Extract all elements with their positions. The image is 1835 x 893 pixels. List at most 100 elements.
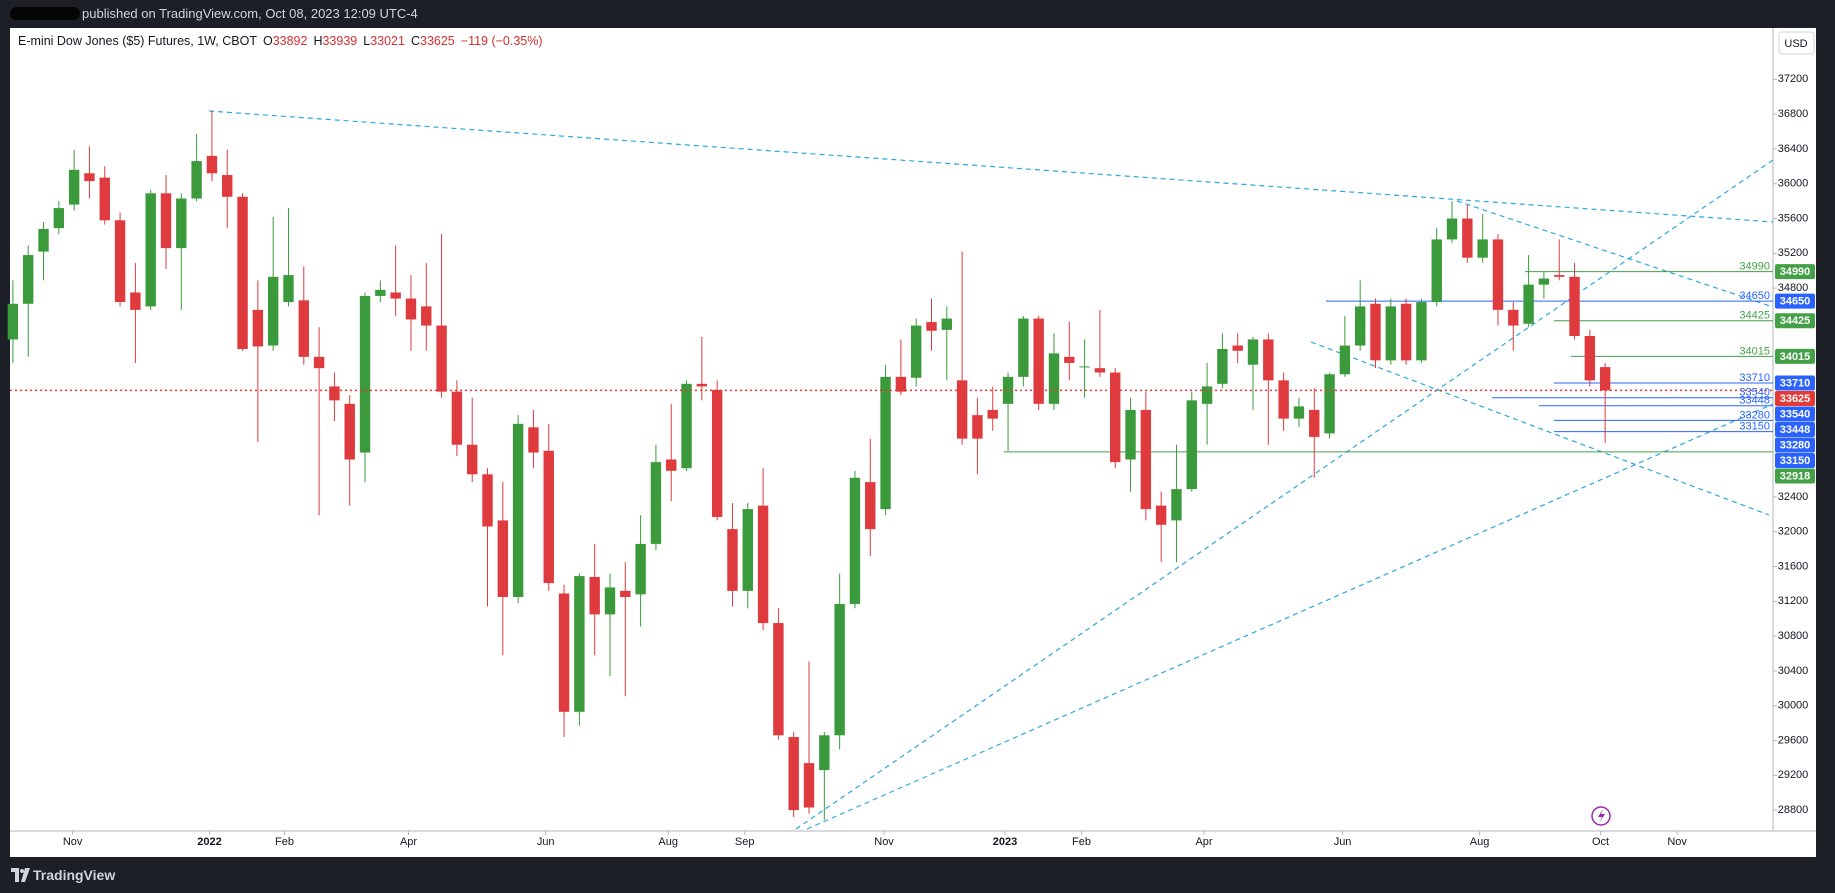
x-tick-label: Jun — [1334, 836, 1352, 848]
candle-body — [390, 292, 401, 299]
candle-body — [1217, 349, 1228, 384]
candle-body — [375, 289, 386, 296]
trend-line — [208, 110, 1774, 223]
candle-body — [558, 593, 570, 712]
candle-body — [742, 509, 753, 591]
level-label: 34990 — [1739, 261, 1770, 273]
level-label: 34015 — [1739, 345, 1770, 357]
x-tick-label: 2022 — [197, 836, 221, 848]
candle-body — [1416, 302, 1427, 361]
currency-label: USD — [1784, 38, 1807, 50]
candle-body — [298, 300, 309, 357]
symbol-title: E-mini Dow Jones ($5) Futures, 1W, CBOT — [18, 34, 257, 48]
plot — [7, 110, 1773, 820]
y-tick-label: 36400 — [1778, 143, 1809, 155]
candle-body — [895, 376, 907, 392]
event-bolt — [1598, 809, 1605, 823]
price-tag-label: 34425 — [1780, 315, 1811, 327]
candle-body — [1278, 380, 1289, 419]
candle-body — [482, 474, 493, 527]
candle-body — [1033, 318, 1044, 404]
x-tick-label: Feb — [275, 836, 294, 848]
y-tick-label: 35200 — [1778, 247, 1809, 259]
candle-body — [405, 298, 417, 320]
price-tag — [1775, 293, 1815, 309]
price-tag — [1775, 348, 1815, 364]
candle-body — [926, 322, 937, 331]
trend-line — [806, 403, 1774, 830]
candle-body — [910, 325, 922, 378]
price-tag — [1775, 468, 1815, 484]
candle-body — [681, 383, 692, 469]
currency-box[interactable] — [1778, 31, 1815, 55]
symbol-legend: E-mini Dow Jones ($5) Futures, 1W, CBOT O… — [18, 34, 549, 48]
candle-body — [834, 603, 845, 736]
ohlc-value: 33625 — [420, 34, 455, 48]
ohlc-letter: H — [313, 34, 323, 48]
candle-body — [130, 292, 141, 310]
logo — [11, 868, 30, 882]
trend-lines — [208, 110, 1774, 830]
candle-body — [696, 383, 708, 387]
level-label: 34425 — [1739, 310, 1770, 322]
candle-body — [1201, 386, 1213, 404]
y-tick-label: 31600 — [1778, 560, 1809, 572]
candle-body — [972, 415, 983, 439]
price-tag-label: 33625 — [1780, 393, 1811, 405]
candle-body — [1140, 409, 1152, 510]
candle-body — [1309, 409, 1320, 437]
candle-body — [1569, 276, 1580, 336]
candle-body — [1094, 368, 1106, 373]
candle-body — [1477, 239, 1488, 258]
candle-body — [191, 161, 202, 199]
candle-body — [99, 177, 110, 221]
candle-body — [1554, 275, 1565, 277]
candle-body — [1339, 345, 1351, 375]
x-tick-label: Feb — [1072, 836, 1091, 848]
candle-body — [145, 193, 156, 307]
candle-body — [1171, 489, 1182, 521]
ohlc-letter: O — [262, 34, 273, 48]
candle-body — [1064, 356, 1075, 363]
candle-body — [1232, 345, 1243, 351]
chart: USD 28800 29200 29600 30000 30400 30800 31200 3… — [7, 28, 1816, 857]
candle-body — [1431, 239, 1442, 303]
candle-body — [38, 228, 49, 252]
level-label: 33448 — [1739, 395, 1770, 407]
candle-body — [252, 309, 264, 347]
x-tick-label: Nov — [1667, 836, 1687, 848]
candle-body — [359, 295, 371, 453]
x-tick-label: Nov — [63, 836, 83, 848]
price-tag-label: 34650 — [1780, 296, 1811, 308]
candle-body — [53, 208, 65, 229]
price-tag-label: 34990 — [1780, 266, 1811, 278]
price-tag-label: 33448 — [1780, 424, 1811, 436]
brand: TradingView — [33, 867, 116, 883]
candle-body — [1584, 335, 1596, 381]
level-label: 33540 — [1739, 387, 1770, 399]
event-icon[interactable] — [1591, 806, 1611, 826]
candle-body — [329, 386, 340, 401]
candle-body — [176, 198, 187, 249]
candle-body — [880, 376, 891, 510]
candle-body — [1370, 303, 1381, 361]
candle-body — [1263, 339, 1274, 381]
y-tick-label: 36800 — [1778, 108, 1809, 120]
candle-body — [956, 380, 968, 439]
candle-body — [666, 459, 677, 471]
y-tick-label: 32000 — [1778, 526, 1809, 538]
candle-body — [788, 737, 799, 811]
price-tag-label: 33280 — [1780, 439, 1811, 451]
candle-body — [1354, 306, 1366, 346]
candle-body — [160, 193, 172, 249]
candle-body — [1324, 374, 1335, 434]
candle-body — [635, 543, 646, 595]
ohlc-letter: C — [410, 34, 420, 48]
candle-body — [604, 587, 616, 615]
y-tick-label: 28800 — [1778, 804, 1809, 816]
top-bar: published on TradingView.com, Oct 08, 20… — [0, 0, 1835, 27]
y-tick-label: 36000 — [1778, 178, 1809, 190]
candle-body — [1018, 318, 1029, 377]
x-tick-label: Apr — [1195, 836, 1212, 848]
price-tag — [1775, 406, 1815, 422]
